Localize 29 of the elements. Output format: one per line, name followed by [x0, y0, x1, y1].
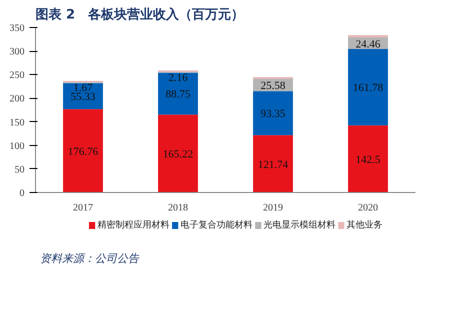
y-tick-label: 250 — [10, 70, 24, 82]
data-label: 24.46 — [356, 38, 381, 50]
data-label: 25.58 — [260, 80, 286, 92]
data-label: 176.76 — [68, 146, 99, 158]
legend-label: 其他业务 — [346, 220, 383, 230]
x-tick-label: 2017 — [73, 202, 93, 214]
y-tick-label: 150 — [10, 117, 24, 128]
y-tick-label: 200 — [10, 94, 24, 105]
legend-label: 电子复合功能材料 — [180, 220, 252, 230]
x-tick-label: 2018 — [168, 202, 188, 214]
x-tick-label: 2020 — [358, 202, 378, 214]
x-tick-label: 2019 — [263, 202, 283, 214]
legend-label: 光电显示模组材料 — [264, 220, 336, 230]
data-label: 93.35 — [260, 108, 286, 120]
data-label: 55.33 — [70, 91, 96, 104]
data-label: 88.75 — [166, 88, 191, 101]
chart-title: 图表 2 各板块营业收入（百万元） — [36, 6, 244, 22]
y-tick-label: 0 — [20, 188, 24, 199]
y-tick-label: 50 — [14, 164, 24, 176]
data-label: 121.74 — [258, 158, 289, 171]
data-label: 165.22 — [162, 148, 194, 161]
data-label: 142.5 — [356, 154, 381, 166]
y-tick-label: 300 — [10, 46, 24, 58]
legend-label: 精密制程应用材料 — [97, 220, 170, 230]
data-label: 2.16 — [168, 72, 188, 84]
data-label: 161.78 — [352, 82, 384, 94]
y-tick-label: 350 — [10, 23, 24, 34]
text: 资料来源：公司公告 — [40, 252, 140, 265]
y-tick-label: 100 — [10, 140, 24, 152]
